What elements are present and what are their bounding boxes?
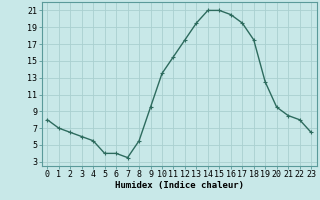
X-axis label: Humidex (Indice chaleur): Humidex (Indice chaleur): [115, 181, 244, 190]
